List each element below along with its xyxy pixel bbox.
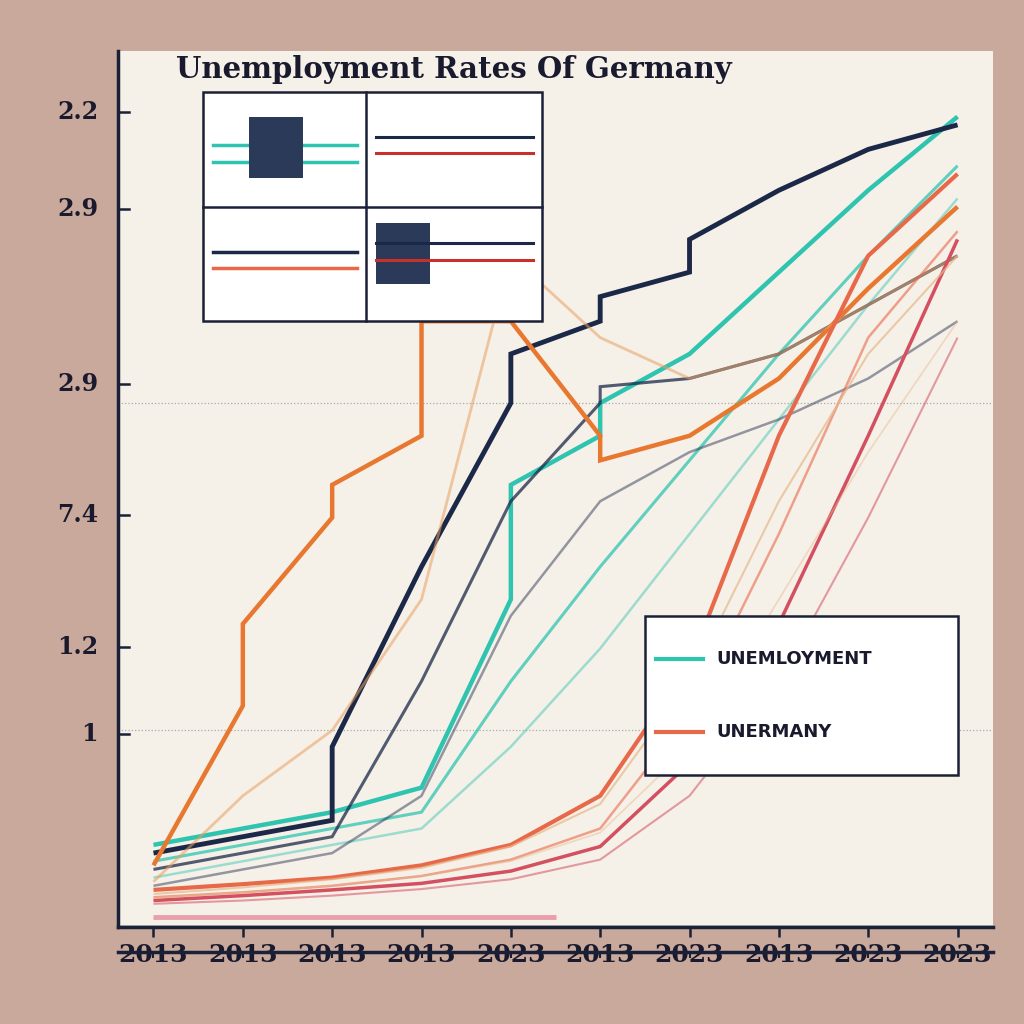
Text: 7.4: 7.4 bbox=[57, 503, 98, 527]
Bar bbox=[249, 117, 303, 178]
Text: 2.9: 2.9 bbox=[57, 197, 98, 221]
Bar bbox=[376, 223, 430, 285]
Text: 2.2: 2.2 bbox=[57, 100, 98, 125]
Text: 2.9: 2.9 bbox=[57, 372, 98, 396]
Text: UNERMANY: UNERMANY bbox=[717, 723, 831, 741]
Bar bbox=[203, 92, 542, 322]
Text: UNEMLOYMENT: UNEMLOYMENT bbox=[717, 650, 872, 668]
Text: 1.2: 1.2 bbox=[57, 635, 98, 658]
Text: Unemployment Rates Of Germany: Unemployment Rates Of Germany bbox=[176, 55, 731, 84]
Text: 1: 1 bbox=[82, 722, 98, 746]
Bar bbox=[645, 615, 957, 775]
